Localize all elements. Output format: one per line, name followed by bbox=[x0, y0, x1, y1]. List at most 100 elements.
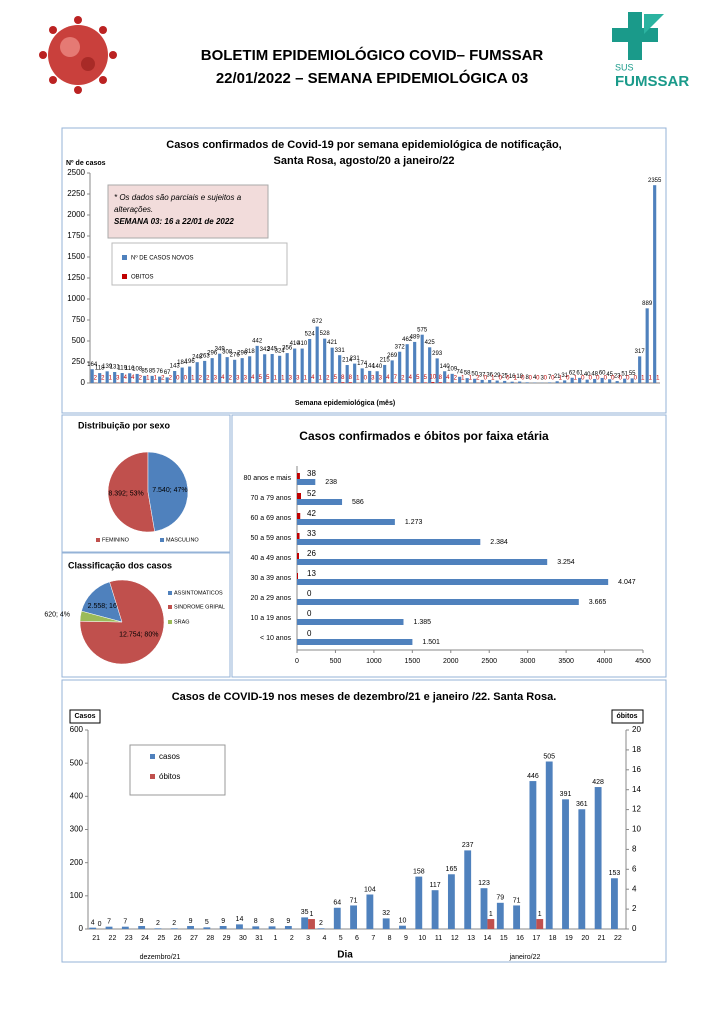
legend-swatch bbox=[150, 754, 155, 759]
bar bbox=[240, 358, 244, 383]
y-tick-label: 2000 bbox=[67, 210, 85, 219]
data-label: 13 bbox=[307, 569, 316, 578]
y-tick-label: 2500 bbox=[67, 168, 85, 177]
x-tick-label: 31 bbox=[255, 935, 263, 942]
bar bbox=[297, 513, 301, 519]
data-label: 61 bbox=[576, 370, 583, 376]
y-tick-label: 250 bbox=[72, 357, 86, 366]
x-tick-label: 28 bbox=[206, 935, 214, 942]
data-label: 42 bbox=[307, 509, 316, 518]
data-label: 489 bbox=[410, 335, 421, 341]
data-label: 0 bbox=[176, 376, 180, 382]
bar bbox=[536, 919, 544, 929]
data-label: 7 bbox=[107, 919, 111, 926]
bar bbox=[297, 493, 301, 499]
note-box bbox=[107, 184, 269, 239]
data-label: 45 bbox=[606, 372, 613, 378]
y-tick-label: 0 bbox=[79, 924, 84, 933]
annotation: janeiro/22 bbox=[509, 954, 541, 961]
data-label: 293 bbox=[432, 351, 443, 357]
data-label: 118 bbox=[95, 366, 105, 372]
bar bbox=[317, 928, 325, 929]
y-axis-label: Casos bbox=[74, 713, 95, 720]
legend-box bbox=[111, 242, 288, 286]
bar bbox=[121, 926, 129, 929]
data-label: 2 bbox=[206, 375, 210, 381]
data-label: 5 bbox=[334, 375, 338, 381]
bar bbox=[285, 353, 289, 383]
data-label: 4 bbox=[533, 375, 537, 381]
data-label: 1 bbox=[469, 375, 473, 381]
y2-tick-label: 0 bbox=[632, 924, 637, 933]
bar bbox=[330, 347, 334, 383]
data-label: 1 bbox=[656, 375, 660, 381]
bar bbox=[594, 787, 602, 929]
data-label: 0 bbox=[484, 376, 488, 382]
data-label: 237 bbox=[462, 842, 474, 849]
bar bbox=[180, 367, 184, 383]
data-label: 117 bbox=[430, 882, 441, 889]
data-label: 215 bbox=[380, 358, 391, 364]
data-label: 18 bbox=[516, 374, 523, 380]
chart-title: Distribuição por sexo bbox=[78, 420, 171, 430]
bar bbox=[236, 924, 243, 929]
x-tick-label: 30 bbox=[239, 935, 247, 942]
x-tick-label: 3000 bbox=[520, 658, 536, 665]
data-label: 2 bbox=[229, 375, 233, 381]
bar bbox=[278, 355, 282, 383]
data-label: 4 bbox=[386, 375, 390, 381]
y-tick-label: 2250 bbox=[67, 189, 85, 198]
bar bbox=[195, 362, 199, 383]
chart-title: Casos de COVID-19 nos meses de dezembro/… bbox=[172, 691, 557, 703]
data-label: 1 bbox=[538, 911, 542, 918]
x-tick-label: 5 bbox=[339, 935, 343, 942]
x-tick-label: 4000 bbox=[597, 658, 613, 665]
data-label: 0 bbox=[566, 376, 570, 382]
data-label: 5 bbox=[416, 375, 420, 381]
bar bbox=[89, 927, 97, 929]
data-label: 446 bbox=[527, 773, 539, 780]
bar bbox=[375, 371, 379, 383]
bar bbox=[297, 639, 413, 645]
y-tick-label: 10 a 19 anos bbox=[251, 615, 292, 622]
bar bbox=[360, 368, 364, 383]
bar bbox=[203, 927, 211, 929]
data-label: 1 bbox=[109, 375, 113, 381]
data-label: 55 bbox=[629, 371, 636, 377]
bar bbox=[518, 381, 522, 383]
x-tick-label: 4 bbox=[322, 935, 326, 942]
bar bbox=[188, 366, 192, 383]
data-label: 3 bbox=[214, 375, 218, 381]
bar bbox=[450, 373, 454, 383]
data-label: 672 bbox=[312, 319, 323, 325]
data-label: 2 bbox=[156, 920, 160, 927]
bar bbox=[210, 358, 214, 383]
bar bbox=[383, 364, 387, 383]
data-label: 4 bbox=[131, 375, 135, 381]
header-title: BOLETIM EPIDEMIOLÓGICO COVID– FUMSSAR bbox=[201, 46, 544, 64]
data-label: 131 bbox=[110, 365, 121, 371]
data-label: 140 bbox=[440, 364, 451, 370]
data-label: 1 bbox=[356, 375, 360, 381]
data-label: 52 bbox=[307, 489, 316, 498]
bar bbox=[382, 918, 390, 929]
bar bbox=[405, 344, 409, 383]
data-label: 5 bbox=[205, 919, 209, 926]
x-tick-label: 23 bbox=[125, 935, 133, 942]
legend-label: FEMININO bbox=[102, 537, 130, 543]
data-label: 0 bbox=[619, 376, 623, 382]
logo: SUS FUMSSAR bbox=[612, 12, 689, 90]
data-label: 174 bbox=[357, 361, 368, 367]
data-label: 8 bbox=[341, 375, 345, 381]
data-label: 7 bbox=[548, 375, 552, 381]
y2-tick-label: 12 bbox=[632, 805, 641, 814]
bar bbox=[480, 379, 484, 383]
bar bbox=[368, 370, 372, 383]
x-tick-label: 11 bbox=[435, 935, 442, 942]
y2-tick-label: 14 bbox=[632, 785, 641, 794]
data-label: 0 bbox=[98, 921, 102, 928]
data-label: 9 bbox=[140, 918, 144, 925]
data-label: 51 bbox=[621, 371, 628, 377]
bar bbox=[308, 338, 312, 383]
